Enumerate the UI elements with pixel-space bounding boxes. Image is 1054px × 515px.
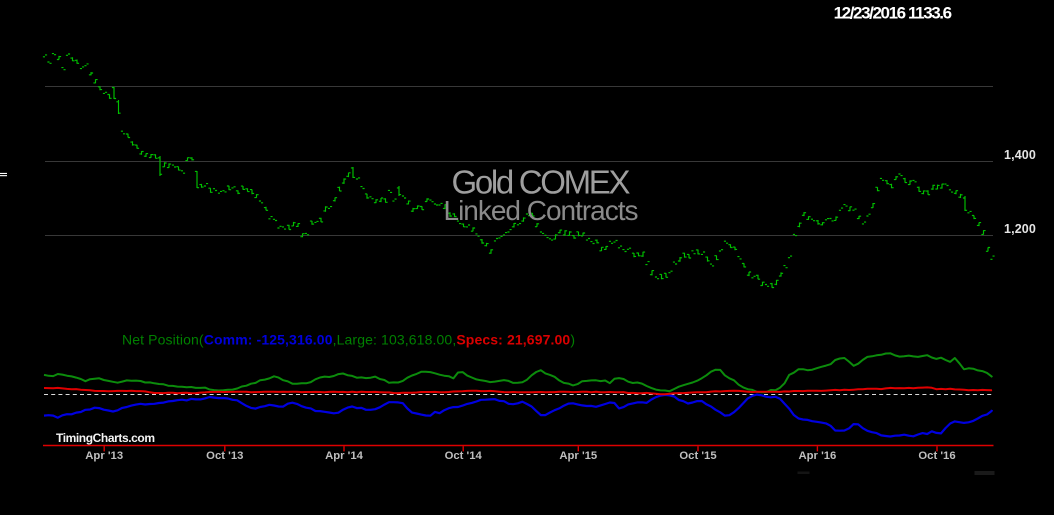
svg-text:Apr '13: Apr '13 bbox=[85, 450, 123, 462]
svg-text:1,400: 1,400 bbox=[1004, 148, 1036, 162]
svg-text:Net Position(Comm: -125,316.00: Net Position(Comm: -125,316.00,Large: 10… bbox=[122, 332, 575, 348]
svg-text:TimingCharts.com: TimingCharts.com bbox=[56, 431, 155, 445]
svg-text:Apr '14: Apr '14 bbox=[325, 450, 364, 462]
svg-text:Oct '14: Oct '14 bbox=[445, 450, 483, 462]
svg-text:Gold COMEX: Gold COMEX bbox=[452, 164, 631, 201]
svg-text:1,200: 1,200 bbox=[1004, 222, 1036, 236]
svg-text:12/23/2016 1133.6: 12/23/2016 1133.6 bbox=[834, 4, 953, 23]
svg-text:Oct '15: Oct '15 bbox=[679, 450, 716, 462]
svg-text:Oct '16: Oct '16 bbox=[918, 450, 955, 462]
svg-text:Linked Contracts: Linked Contracts bbox=[444, 195, 639, 226]
svg-text:Oct '13: Oct '13 bbox=[206, 450, 243, 462]
svg-text:Apr '16: Apr '16 bbox=[798, 450, 836, 462]
svg-text:Apr '15: Apr '15 bbox=[559, 450, 597, 462]
